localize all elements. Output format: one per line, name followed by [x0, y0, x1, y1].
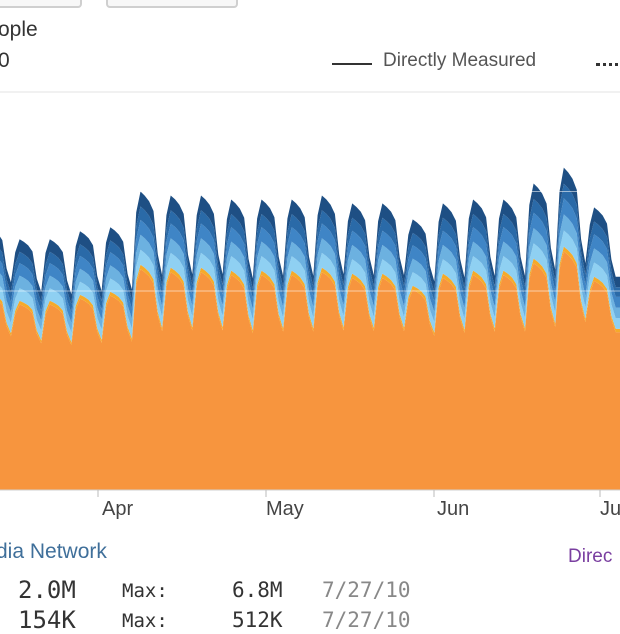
area-layer-1	[0, 251, 620, 490]
stat-row2-value: 154K	[18, 606, 76, 634]
x-tick-marks	[97, 490, 601, 497]
stat-current-value: 2.0M	[18, 576, 76, 604]
x-tick-label-apr: Apr	[102, 498, 134, 520]
legend-dotted-line	[596, 63, 620, 66]
chart-title: ople	[0, 18, 38, 41]
stacked-area-chart	[0, 91, 620, 497]
gridlines-group	[0, 191, 620, 292]
stat-row2: 154K Max: 512K 7/27/10	[18, 606, 411, 634]
stat-max-date: 7/27/10	[322, 578, 411, 602]
chart-count: 0	[0, 49, 10, 72]
x-tick-label-jun: Jun	[437, 498, 470, 520]
legend-directly-measured: Directly Measured	[383, 50, 537, 71]
x-tick-label-may: May	[266, 498, 304, 520]
stat-row2-date: 7/27/10	[322, 608, 411, 632]
stat-max-label: Max:	[122, 580, 168, 602]
network-legend-label[interactable]: dia Network	[0, 540, 107, 563]
area-series-group	[0, 167, 620, 490]
stat-row2-max: 512K	[232, 608, 283, 632]
area-layer-3	[0, 230, 620, 343]
legend-solid-line	[332, 63, 372, 65]
stat-row2-label: Max:	[122, 610, 168, 632]
x-tick-label-jul: Ju	[600, 498, 620, 520]
top-tab[interactable]	[0, 0, 82, 8]
area-layer-4	[0, 214, 620, 333]
stat-max-value: 6.8M	[232, 578, 283, 602]
top-tab[interactable]	[106, 0, 238, 8]
direct-legend-label[interactable]: Direc	[568, 546, 613, 567]
